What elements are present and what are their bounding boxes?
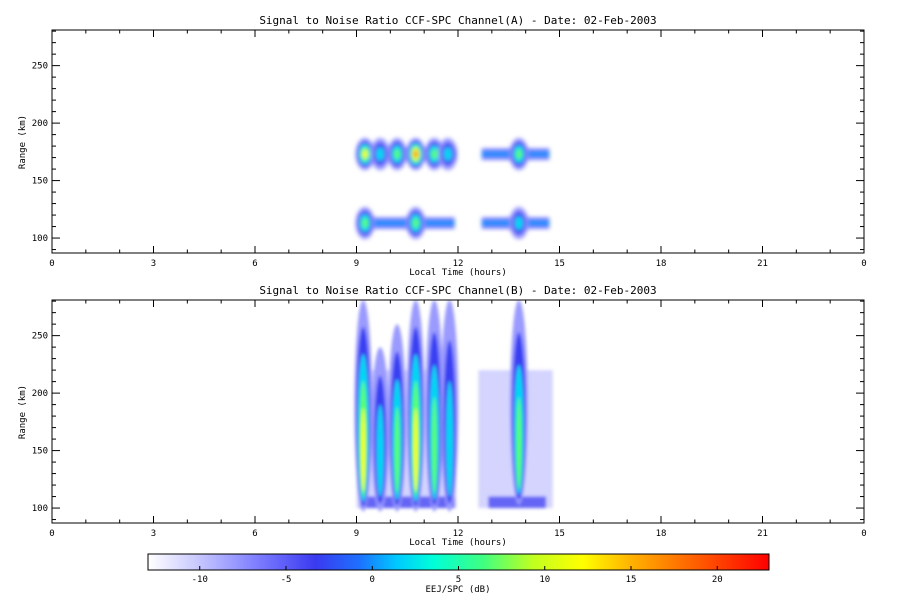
echo-blob <box>361 217 369 229</box>
y-tick-label: 250 <box>32 62 48 72</box>
panel-a-title: Signal to Noise Ratio CCF-SPC Channel(A)… <box>259 14 656 27</box>
panel-a-y-label: Range (km) <box>18 115 28 169</box>
colorbar-tick-label: 15 <box>626 575 637 585</box>
echo-blob <box>393 148 401 160</box>
echo-column <box>413 408 418 492</box>
x-tick-label: 21 <box>757 259 768 269</box>
echo-blob <box>362 149 368 159</box>
echo-blob <box>431 148 438 160</box>
echo-column-group <box>354 300 553 512</box>
echo-column <box>516 397 522 490</box>
y-tick-label: 150 <box>32 177 48 187</box>
panel-a-frame <box>51 29 865 254</box>
panel-b-y-label: Range (km) <box>18 385 28 439</box>
echo-column <box>361 408 366 492</box>
x-tick-label: 9 <box>354 529 359 539</box>
x-tick-label: 12 <box>453 529 464 539</box>
x-tick-label: 12 <box>453 259 464 269</box>
echo-column <box>394 406 400 494</box>
y-tick-label: 200 <box>32 119 48 129</box>
panel-b-x-axis: 0 3 6 9 12 15 18 21 0 <box>49 300 867 539</box>
echo-blob <box>376 147 385 162</box>
echo-blob <box>413 150 418 158</box>
x-tick-label: 9 <box>354 259 359 269</box>
y-tick-label: 150 <box>32 447 48 457</box>
colorbar-tick-label: 10 <box>539 575 550 585</box>
echo-base-band <box>359 496 455 509</box>
echo-column <box>431 397 437 494</box>
panel-a-y-axis: 100 150 200 250 <box>32 30 864 251</box>
panel-a-heatmap <box>355 138 550 240</box>
y-tick-label: 100 <box>32 504 48 514</box>
panel-b-heatmap <box>354 300 553 512</box>
colorbar-tick-label: -10 <box>192 575 208 585</box>
y-tick-label: 200 <box>32 389 48 399</box>
colorbar-ticks: -10 -5 0 5 10 15 20 <box>192 566 723 585</box>
echo-column <box>376 404 384 497</box>
x-tick-label: 15 <box>554 259 565 269</box>
x-tick-label: 0 <box>49 529 54 539</box>
panel-b-x-label: Local Time (hours) <box>409 538 507 548</box>
colorbar-tick-label: -5 <box>281 575 292 585</box>
colorbar-tick-label: 5 <box>456 575 461 585</box>
x-tick-label: 6 <box>252 259 257 269</box>
x-tick-label: 18 <box>656 529 667 539</box>
x-tick-label: 3 <box>151 259 156 269</box>
echo-blob <box>443 147 452 162</box>
colorbar-tick-label: 20 <box>712 575 723 585</box>
echo-blob <box>515 148 523 160</box>
x-tick-label: 21 <box>757 529 768 539</box>
y-tick-label: 100 <box>32 234 48 244</box>
panel-b-title: Signal to Noise Ratio CCF-SPC Channel(B)… <box>259 284 656 297</box>
echo-blob-group <box>355 138 529 240</box>
colorbar-label: EEJ/SPC (dB) <box>425 585 490 595</box>
x-tick-label: 0 <box>861 529 866 539</box>
panel-b: Signal to Noise Ratio CCF-SPC Channel(B)… <box>18 284 867 548</box>
colorbar-tick-label: 0 <box>370 575 375 585</box>
echo-column <box>446 381 454 497</box>
panel-a-x-axis: 0 3 6 9 12 15 18 21 0 <box>49 30 867 269</box>
colorbar: -10 -5 0 5 10 15 20 EEJ/SPC (dB) <box>147 553 770 595</box>
x-tick-label: 18 <box>656 259 667 269</box>
echo-blob <box>514 216 523 231</box>
x-tick-label: 0 <box>861 259 866 269</box>
y-tick-label: 250 <box>32 332 48 342</box>
x-tick-label: 3 <box>151 529 156 539</box>
x-tick-label: 0 <box>49 259 54 269</box>
panel-b-y-axis: 100 150 200 250 <box>32 300 864 521</box>
panel-a-x-label: Local Time (hours) <box>409 268 507 278</box>
echo-blob <box>412 217 419 229</box>
x-tick-label: 15 <box>554 529 565 539</box>
x-tick-label: 6 <box>252 529 257 539</box>
panel-a: Signal to Noise Ratio CCF-SPC Channel(A)… <box>18 14 867 278</box>
